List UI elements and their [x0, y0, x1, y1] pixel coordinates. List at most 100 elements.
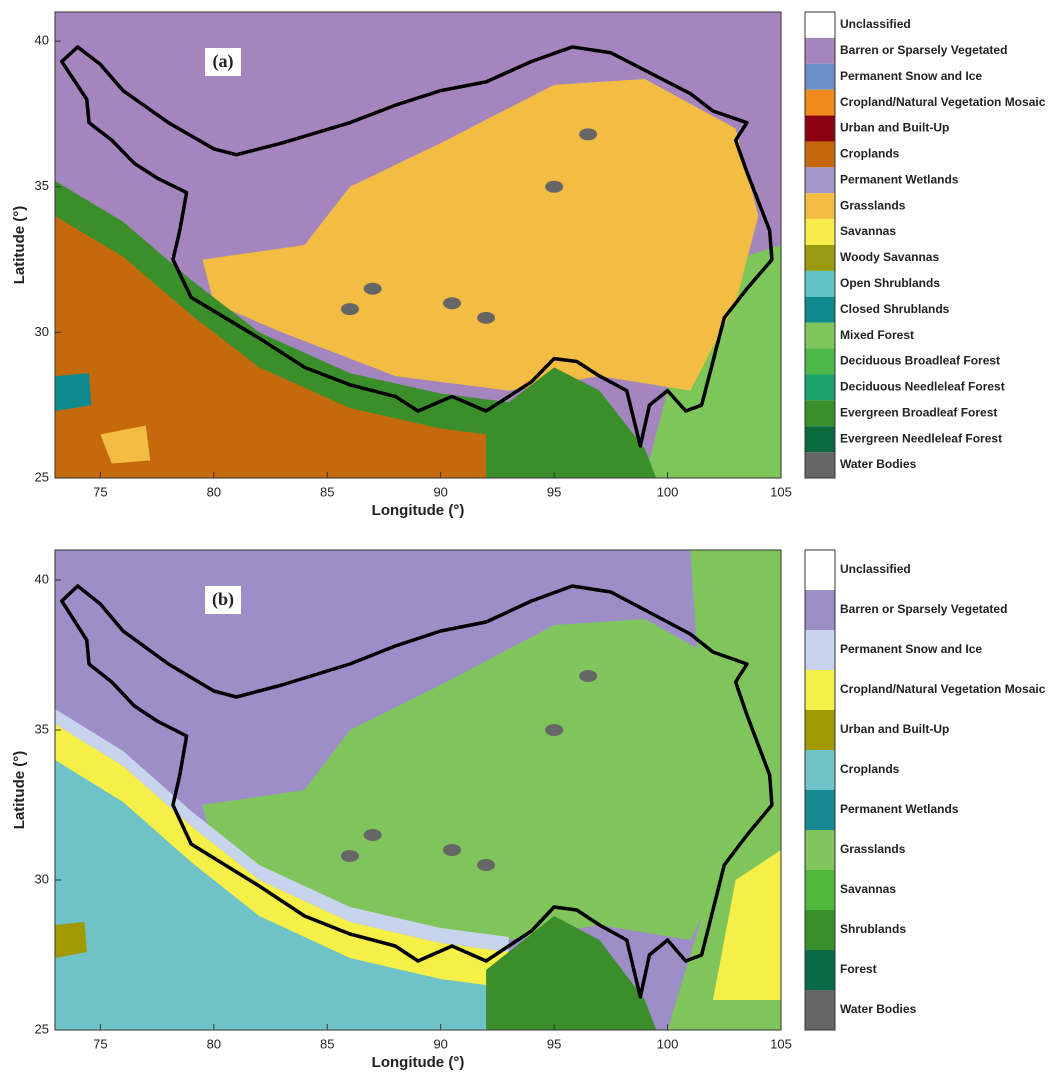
x-tick-label: 85 [320, 484, 334, 499]
legend-label: Evergreen Needleleaf Forest [840, 431, 1002, 445]
panel-label: (a) [213, 51, 234, 72]
water-body [364, 283, 382, 295]
y-tick-label: 35 [35, 178, 49, 193]
legend-swatch [805, 550, 835, 590]
legend-swatch [805, 64, 835, 90]
legend-label: Unclassified [840, 17, 911, 31]
land-cover-region [55, 373, 91, 411]
legend-label: Cropland/Natural Vegetation Mosaic [840, 682, 1046, 696]
figure: 75 80 85 90 95 100 105 25 30 35 40 Longitude (°) Lat… [0, 0, 1063, 1077]
legend-swatch [805, 710, 835, 750]
legend-label: Croplands [840, 762, 900, 776]
y-axis-label: Latitude (°) [11, 206, 28, 285]
legend-label: Urban and Built-Up [840, 722, 949, 736]
legend-swatch [805, 400, 835, 426]
legend-label: Barren or Sparsely Vegetated [840, 43, 1007, 57]
x-tick-label: 90 [433, 484, 447, 499]
y-tick-label: 30 [35, 871, 49, 886]
legend-label: Mixed Forest [840, 328, 914, 342]
y-tick-label: 25 [35, 1021, 49, 1036]
x-tick-label: 105 [770, 1036, 792, 1051]
panel-label: (b) [212, 589, 234, 610]
legend-label: Grasslands [840, 198, 906, 212]
water-body [545, 181, 563, 193]
legend-swatch [805, 12, 835, 38]
x-tick-label: 90 [433, 1036, 447, 1051]
legend-label: Barren or Sparsely Vegetated [840, 602, 1007, 616]
legend-label: Permanent Wetlands [840, 172, 959, 186]
x-tick-label: 95 [547, 1036, 561, 1051]
legend-label: Grasslands [840, 842, 906, 856]
water-body [443, 297, 461, 309]
legend-swatch [805, 590, 835, 630]
legend-label: Savannas [840, 882, 896, 896]
map [55, 550, 781, 1030]
legend-label: Permanent Snow and Ice [840, 642, 982, 656]
y-tick-label: 30 [35, 324, 49, 339]
x-tick-label: 85 [320, 1036, 334, 1051]
legend-swatch [805, 670, 835, 710]
y-tick-label: 40 [35, 571, 49, 586]
legend-label: Permanent Snow and Ice [840, 69, 982, 83]
legend-swatch [805, 990, 835, 1030]
x-tick-label: 75 [93, 484, 107, 499]
x-axis-label: Longitude (°) [372, 502, 465, 519]
legend-swatch [805, 349, 835, 375]
legend-label: Urban and Built-Up [840, 121, 949, 135]
x-axis-label: Longitude (°) [372, 1054, 465, 1071]
legend-swatch [805, 193, 835, 219]
x-tick-label: 95 [547, 484, 561, 499]
water-body [579, 670, 597, 682]
legend-swatch [805, 271, 835, 297]
legend-swatch [805, 374, 835, 400]
legend-label: Water Bodies [840, 1002, 917, 1016]
legend-label: Croplands [840, 147, 900, 161]
legend-swatch [805, 141, 835, 167]
legend-label: Open Shrublands [840, 276, 940, 290]
x-tick-label: 75 [93, 1036, 107, 1051]
legend-label: Savannas [840, 224, 896, 238]
x-tick-label: 80 [207, 484, 221, 499]
legend-swatch [805, 38, 835, 64]
x-tick-label: 100 [657, 484, 679, 499]
legend-label: Deciduous Needleleaf Forest [840, 380, 1005, 394]
legend-swatch [805, 870, 835, 910]
legend-swatch [805, 950, 835, 990]
legend-swatch [805, 219, 835, 245]
legend-swatch [805, 452, 835, 478]
legend-label: Evergreen Broadleaf Forest [840, 405, 997, 419]
legend-label: Cropland/Natural Vegetation Mosaic [840, 95, 1046, 109]
water-body [477, 312, 495, 324]
legend-swatch [805, 116, 835, 142]
y-tick-label: 25 [35, 469, 49, 484]
y-tick-label: 35 [35, 721, 49, 736]
legend-label: Shrublands [840, 922, 906, 936]
x-tick-label: 100 [657, 1036, 679, 1051]
y-tick-label: 40 [35, 33, 49, 48]
water-body [364, 829, 382, 841]
water-body [341, 303, 359, 315]
legend-label: Forest [840, 962, 877, 976]
legend-swatch [805, 830, 835, 870]
water-body [477, 859, 495, 871]
legend-swatch [805, 426, 835, 452]
land-cover-region [55, 922, 87, 958]
legend-swatch [805, 167, 835, 193]
y-axis-label: Latitude (°) [11, 751, 28, 830]
legend-label: Woody Savannas [840, 250, 939, 264]
legend-label: Unclassified [840, 562, 911, 576]
legend-label: Deciduous Broadleaf Forest [840, 354, 1000, 368]
legend-swatch [805, 790, 835, 830]
legend-swatch [805, 750, 835, 790]
legend-label: Permanent Wetlands [840, 802, 959, 816]
legend-swatch [805, 910, 835, 950]
water-body [443, 844, 461, 856]
x-tick-label: 80 [207, 1036, 221, 1051]
water-body [579, 128, 597, 140]
legend-swatch [805, 323, 835, 349]
map [55, 12, 781, 478]
legend-swatch [805, 630, 835, 670]
legend-swatch [805, 90, 835, 116]
water-body [545, 724, 563, 736]
legend-label: Closed Shrublands [840, 302, 950, 316]
